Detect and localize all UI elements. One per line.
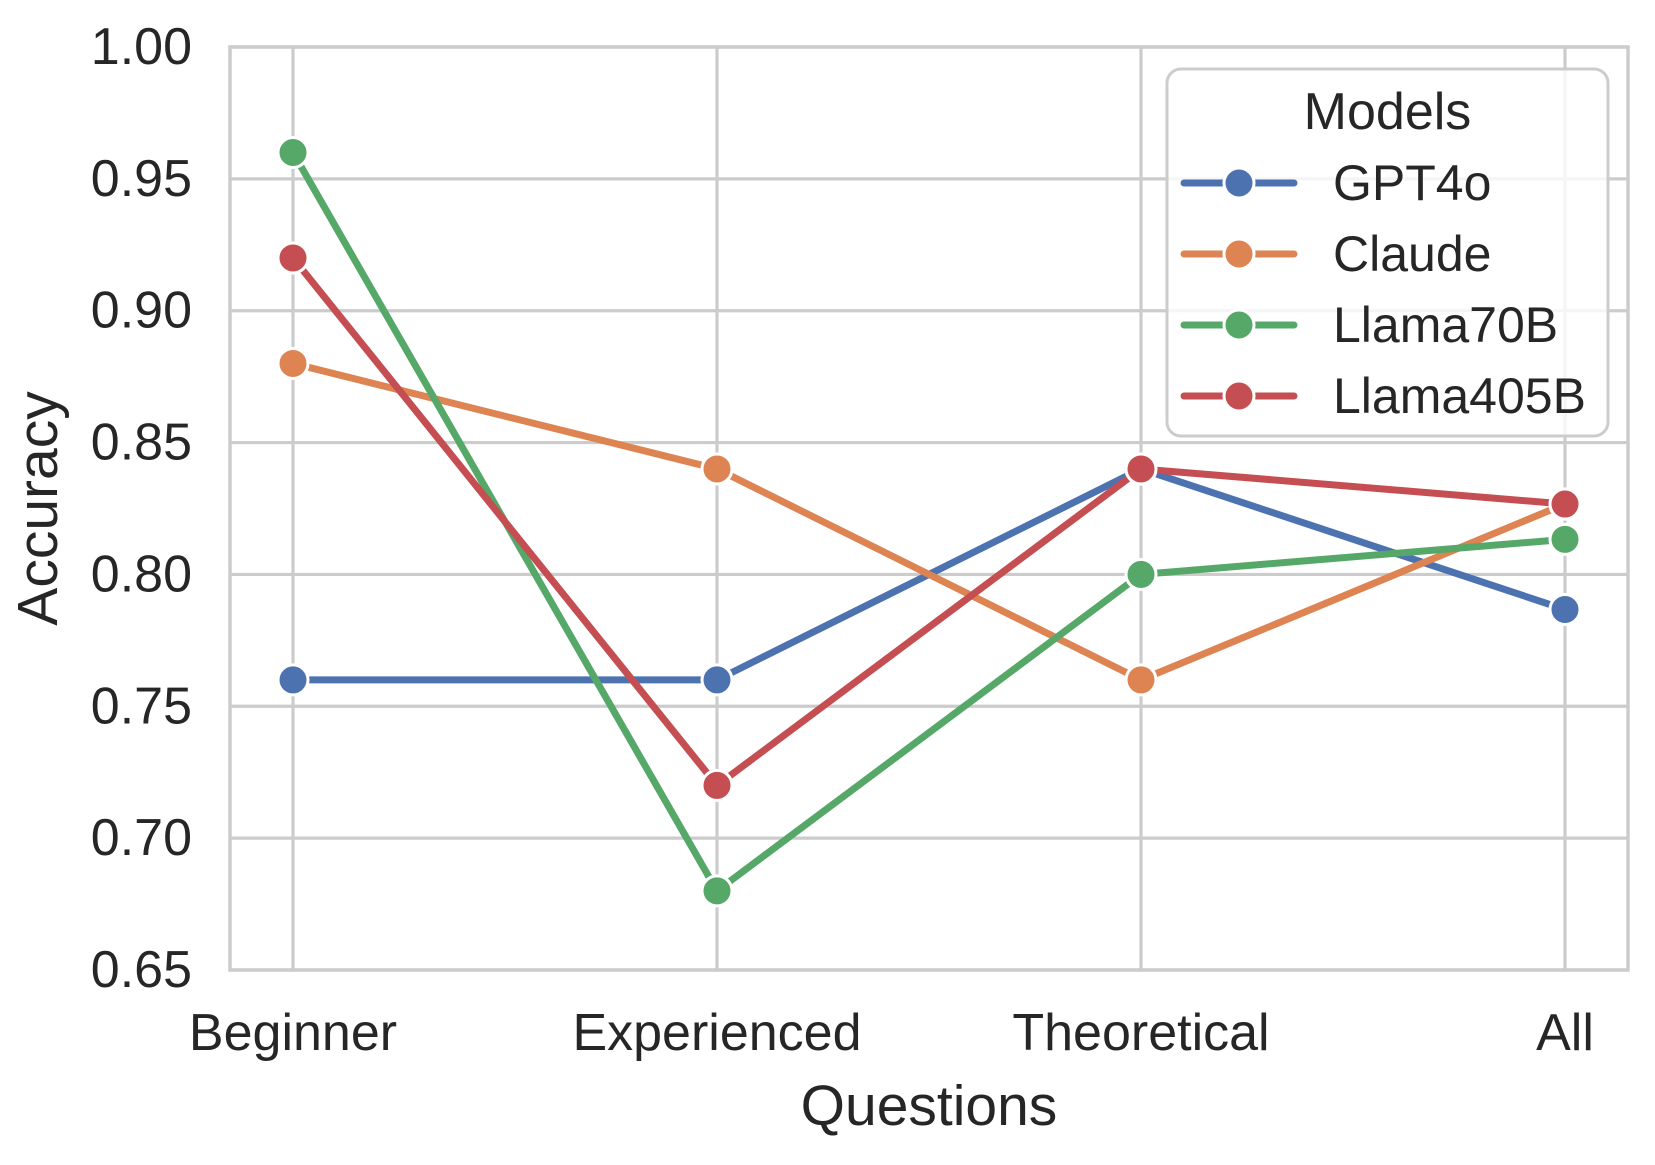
series-marker-GPT4o-Experienced xyxy=(700,663,734,697)
y-tick-label-0.95: 0.95 xyxy=(91,150,192,208)
series-marker-Llama405B-Theoretical xyxy=(1124,452,1158,486)
series-marker-GPT4o-All xyxy=(1548,593,1582,627)
series-marker-GPT4o-Beginner xyxy=(276,663,310,697)
x-axis-title: Questions xyxy=(801,1074,1058,1138)
legend-label-Llama405B: Llama405B xyxy=(1333,368,1586,424)
series-line-Llama405B xyxy=(290,255,1566,789)
legend-swatch-marker-GPT4o xyxy=(1222,166,1256,200)
legend-label-Llama70B: Llama70B xyxy=(1333,297,1558,353)
y-tick-label-1.00: 1.00 xyxy=(91,18,192,76)
legend-box xyxy=(1165,67,1610,438)
y-axis-title: Accuracy xyxy=(6,391,70,626)
series-marker-Llama70B-Beginner xyxy=(276,135,310,169)
series-marker-Llama405B-Experienced xyxy=(700,768,734,802)
plot-border xyxy=(228,45,1630,972)
legend-label-GPT4o: GPT4o xyxy=(1333,155,1491,211)
series-marker-Claude-Beginner xyxy=(276,346,310,380)
y-tick-label-0.80: 0.80 xyxy=(91,545,192,603)
legend-label-Claude: Claude xyxy=(1333,226,1491,282)
y-tick-label-0.75: 0.75 xyxy=(91,677,192,735)
legend-swatch-marker-Llama405B xyxy=(1222,379,1256,413)
series-marker-Llama70B-Experienced xyxy=(700,874,734,908)
y-tick-label-0.85: 0.85 xyxy=(91,414,192,472)
y-tick-label-0.70: 0.70 xyxy=(91,809,192,867)
series-marker-Claude-Experienced xyxy=(700,452,734,486)
x-tick-label-Theoretical: Theoretical xyxy=(1012,1004,1269,1062)
series-marker-Claude-Theoretical xyxy=(1124,663,1158,697)
x-tick-label-All: All xyxy=(1536,1004,1594,1062)
series-marker-Llama405B-All xyxy=(1548,487,1582,521)
legend-swatch-marker-Claude xyxy=(1222,237,1256,271)
x-tick-label-Experienced: Experienced xyxy=(572,1004,861,1062)
series-marker-Llama405B-Beginner xyxy=(276,241,310,275)
x-tick-label-Beginner: Beginner xyxy=(189,1004,397,1062)
series-marker-Llama70B-Theoretical xyxy=(1124,557,1158,591)
series-line-Claude xyxy=(292,360,1567,684)
legend-title: Models xyxy=(1304,83,1472,141)
y-tick-label-0.65: 0.65 xyxy=(91,941,192,999)
legend-swatch-marker-Llama70B xyxy=(1222,308,1256,342)
series-marker-Llama70B-All xyxy=(1548,522,1582,556)
y-tick-label-0.90: 0.90 xyxy=(91,282,192,340)
